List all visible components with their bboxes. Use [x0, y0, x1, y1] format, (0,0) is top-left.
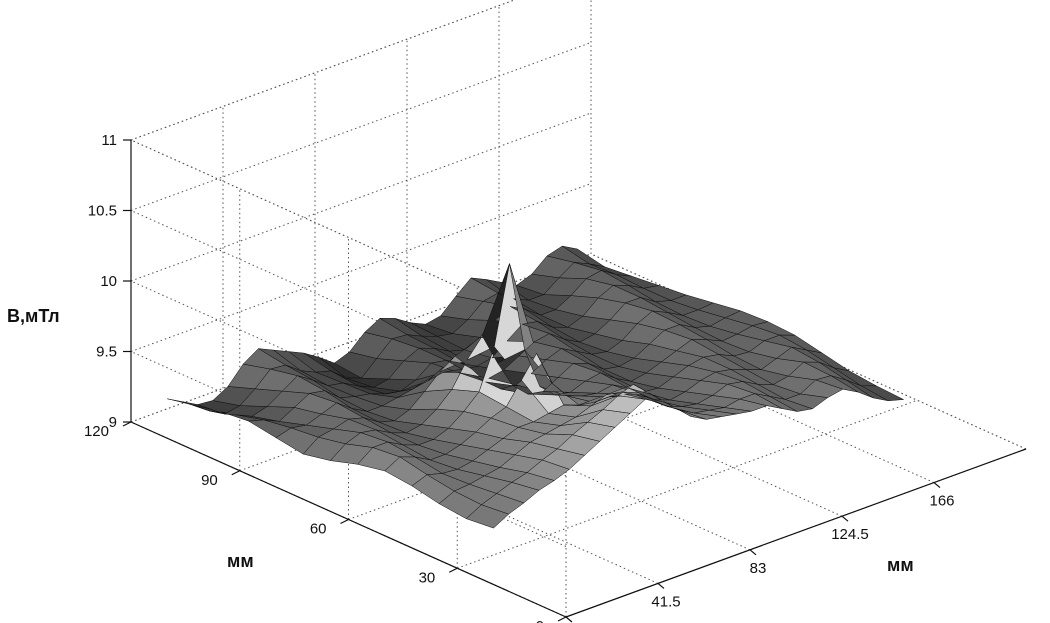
x-tick-mark	[749, 549, 757, 556]
y-axis-label: мм	[227, 551, 254, 571]
grid-line-z-left	[130, 210, 567, 406]
surface-mesh	[167, 245, 904, 529]
x-tick-label: 124.5	[831, 526, 869, 543]
x-tick-label: 166	[929, 493, 954, 510]
grid-line-z-left	[130, 351, 567, 547]
x-tick-label: 83	[750, 560, 767, 577]
grid-line-z-back	[130, 183, 592, 352]
z-tick-label: 10.5	[88, 203, 117, 220]
axes	[122, 139, 1027, 623]
y-tick-mark	[122, 421, 132, 427]
y-tick-label: 30	[419, 569, 436, 586]
y-tick-mark	[448, 567, 458, 573]
box-top-left	[130, 139, 567, 336]
box-top-back	[130, 0, 516, 141]
x-tick-label: 41.5	[651, 593, 680, 610]
y-tick-label: 0	[536, 618, 544, 623]
grid-line-z-back	[130, 42, 592, 211]
grid-line-y-floor	[130, 253, 592, 423]
y-tick-label: 90	[201, 472, 218, 489]
x-axis-line	[565, 448, 1027, 618]
y-tick-mark	[231, 470, 241, 476]
x-tick-mark	[657, 582, 665, 589]
grid-line-z-back	[130, 112, 592, 282]
z-tick-label: 9.5	[96, 344, 117, 361]
x-tick-mark	[841, 515, 849, 522]
x-tick-mark	[933, 482, 941, 489]
y-tick-label: 120	[84, 423, 109, 440]
surface-face	[860, 385, 904, 402]
z-tick-label: 9	[109, 414, 117, 431]
z-tick-label: 11	[101, 132, 117, 149]
grid-line-z-back	[130, 0, 516, 141]
x-tick-mark	[565, 616, 573, 623]
z-axis-label: B,мТл	[7, 306, 60, 326]
x-axis-label: мм	[887, 555, 914, 575]
z-tick-label: 10	[100, 273, 117, 290]
y-tick-label: 60	[310, 521, 327, 538]
y-tick-mark	[340, 518, 349, 525]
box-floor-right	[590, 253, 1027, 450]
y-tick-mark	[557, 616, 567, 622]
grid-line-z-left	[130, 280, 567, 477]
grid-line-y-floor	[457, 399, 918, 569]
